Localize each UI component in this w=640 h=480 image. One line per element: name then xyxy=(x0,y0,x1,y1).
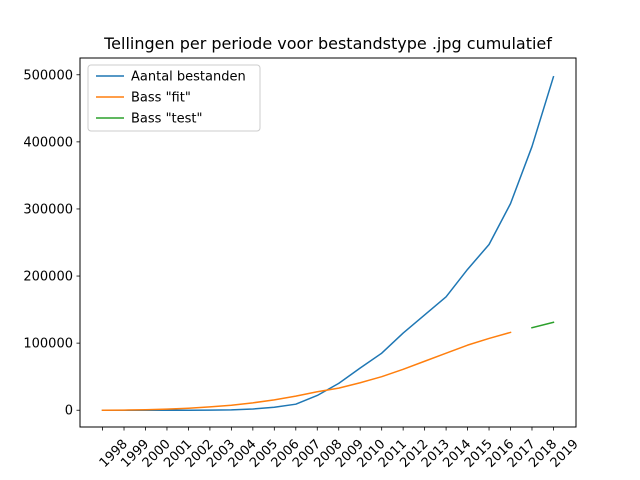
chart-title: Tellingen per periode voor bestandstype … xyxy=(103,34,552,53)
legend: Aantal bestanden Bass "fit" Bass "test" xyxy=(87,64,261,132)
legend-label-bass-fit: Bass "fit" xyxy=(131,91,191,106)
y-axis: 0 100000 200000 300000 400000 500000 xyxy=(23,68,80,419)
series-layer xyxy=(101,75,555,411)
y-tick-label: 500000 xyxy=(23,68,73,83)
y-tick-label: 0 xyxy=(65,404,73,419)
legend-label-aantal-bestanden: Aantal bestanden xyxy=(131,70,246,85)
plot-area-frame xyxy=(79,57,577,428)
y-tick-label: 200000 xyxy=(23,270,73,285)
series-line-2 xyxy=(531,321,555,329)
legend-label-bass-test: Bass "test" xyxy=(131,112,203,127)
y-tick-label: 100000 xyxy=(23,337,73,352)
y-tick-label: 400000 xyxy=(23,135,73,150)
legend-box xyxy=(87,64,261,132)
y-tick-label: 300000 xyxy=(23,202,73,217)
series-line-1 xyxy=(101,331,512,411)
